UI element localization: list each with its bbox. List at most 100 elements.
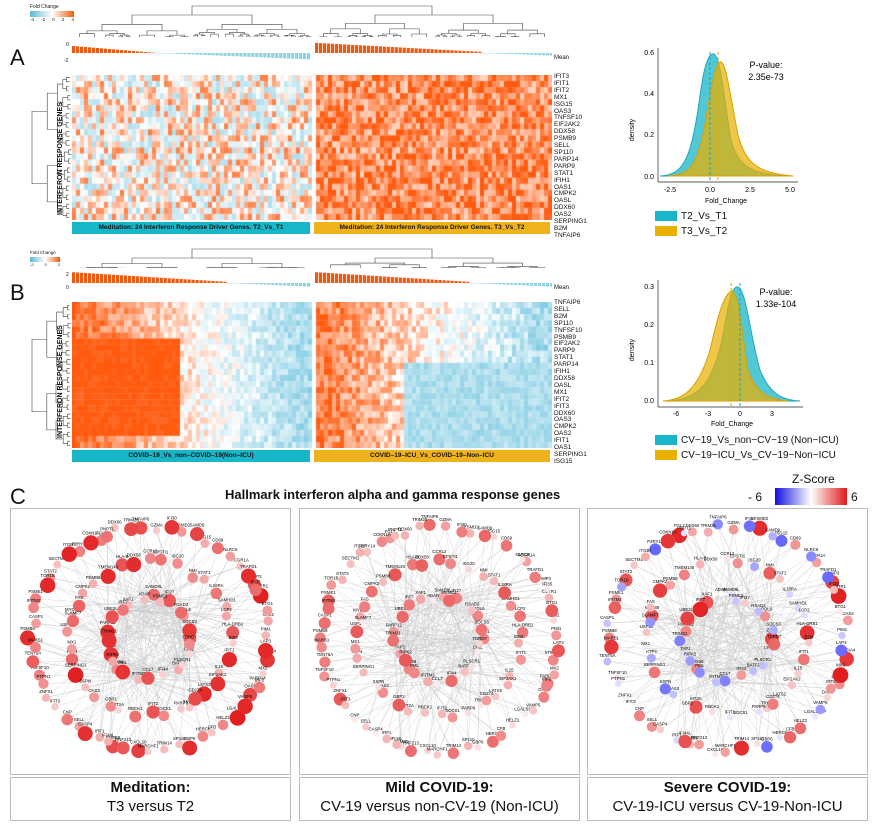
- network-node-label: EPSTI1: [730, 554, 745, 559]
- mean-bar: [243, 53, 247, 57]
- network-node-label: RSAD2: [751, 603, 766, 608]
- network-node: [769, 625, 778, 635]
- network-node-label: APOL6: [471, 606, 485, 611]
- network-node: [783, 731, 797, 744]
- network-node-label: CD69: [212, 538, 224, 543]
- network-node-label: STAT1: [774, 571, 787, 576]
- network-node-label: STAT2: [44, 569, 57, 574]
- network-node: [392, 740, 401, 750]
- network-node-label: LATS2: [198, 682, 211, 687]
- mean-bar: [374, 46, 378, 53]
- gene-label: MX1: [554, 93, 568, 101]
- mean-bar: [522, 53, 526, 55]
- network-node: [477, 701, 485, 709]
- mean-bar: [175, 278, 179, 283]
- network-node-label: PSMB8: [313, 628, 328, 633]
- mean-bar: [159, 53, 163, 54]
- heatmap: [72, 75, 552, 220]
- network-node: [682, 650, 689, 658]
- network-node: [659, 683, 671, 695]
- network-node-label: SAMD9: [477, 525, 492, 530]
- network-node: [101, 530, 113, 543]
- network-node: [529, 571, 541, 584]
- network-node-label: LCP2: [515, 606, 526, 611]
- mean-bar: [346, 44, 351, 53]
- network-node-label: IFI44: [447, 670, 457, 675]
- network-node-label: PML: [410, 663, 419, 668]
- network-node-label: CFB: [497, 726, 506, 731]
- network-node-label: CMPK2: [75, 584, 90, 589]
- mean-bar: [231, 53, 235, 57]
- network-node-label: SOCS3: [766, 621, 781, 626]
- panel-letter-c: C: [10, 484, 26, 509]
- network-node-label: BATF2: [747, 663, 761, 668]
- svg-text:P-value:: P-value:: [759, 287, 792, 297]
- gene-label: SP110: [554, 148, 574, 156]
- network-node-label: CXCL10: [130, 739, 147, 744]
- network-node-label: SOCS1: [445, 708, 460, 713]
- network-node: [105, 610, 119, 624]
- network-node: [515, 654, 527, 665]
- zscore-label: Z-Score: [792, 472, 835, 486]
- mean-bar: [338, 44, 343, 53]
- network-node-label: TRAFD1: [240, 564, 257, 569]
- svg-text:-3: -3: [705, 411, 711, 418]
- gene-label: DDX58: [554, 374, 575, 382]
- network-node-label: B2M: [804, 634, 813, 639]
- mean-bar: [366, 275, 370, 283]
- network-node-label: TAP1: [395, 645, 406, 650]
- density-xlabel: Fold_Change: [705, 198, 747, 205]
- network-node: [456, 526, 468, 538]
- network-node: [465, 565, 472, 573]
- mean-bar: [426, 279, 430, 283]
- network-node: [728, 524, 739, 535]
- network-node-label: ISG15: [775, 530, 788, 535]
- mean-bar: [462, 281, 466, 283]
- network-node-label: SP110: [751, 736, 764, 741]
- mean-bar: [422, 48, 426, 53]
- zscore-max: 6: [851, 490, 858, 504]
- network-node: [815, 704, 826, 715]
- network-node: [614, 674, 621, 681]
- network-node-label: TDRD7: [182, 635, 197, 640]
- network-node-label: TMEM140: [98, 564, 118, 569]
- network-node: [110, 523, 119, 532]
- network-node-label: IFITM3: [421, 673, 435, 678]
- network-node-label: HERC6: [196, 726, 211, 731]
- network-node: [741, 599, 749, 607]
- column-dendrogram: [79, 5, 545, 37]
- network-node: [115, 558, 129, 572]
- network-node-label: BTG1: [835, 604, 847, 609]
- network-node-label: OAS3: [668, 686, 680, 691]
- network-node-label: SAMD9L: [145, 584, 163, 589]
- network-node-label: BATF2: [458, 663, 472, 668]
- network-node-label: SECTM1: [342, 555, 360, 560]
- mean-bar: [151, 277, 155, 283]
- network-node: [720, 747, 731, 757]
- mean-bar: [95, 273, 100, 283]
- mean-bar: [398, 47, 402, 53]
- network-node-label: SOCS1: [733, 710, 748, 715]
- network-node: [642, 628, 651, 637]
- mean-bar: [243, 283, 247, 284]
- network-node: [83, 535, 99, 551]
- network-node: [608, 601, 622, 614]
- network-node-label: SLAMF7: [642, 613, 659, 618]
- network-node-label: IFIT3: [50, 698, 61, 703]
- network-node-label: IRF1: [672, 732, 682, 737]
- network-node-label: IFI27: [451, 588, 461, 593]
- network-node: [199, 574, 209, 584]
- network-node: [62, 626, 73, 637]
- mean-bar: [430, 279, 434, 283]
- network-node: [144, 553, 156, 564]
- svg-text:0.4: 0.4: [644, 91, 654, 98]
- network-node: [719, 675, 731, 687]
- network-node: [665, 580, 676, 590]
- network-node-label: LGALS3BP: [804, 709, 826, 714]
- mean-bar: [534, 283, 538, 286]
- mean-bar: [382, 276, 386, 283]
- mean-bar: [406, 47, 410, 53]
- mean-bar: [346, 274, 351, 283]
- network-node: [225, 551, 236, 562]
- network-node: [108, 656, 118, 666]
